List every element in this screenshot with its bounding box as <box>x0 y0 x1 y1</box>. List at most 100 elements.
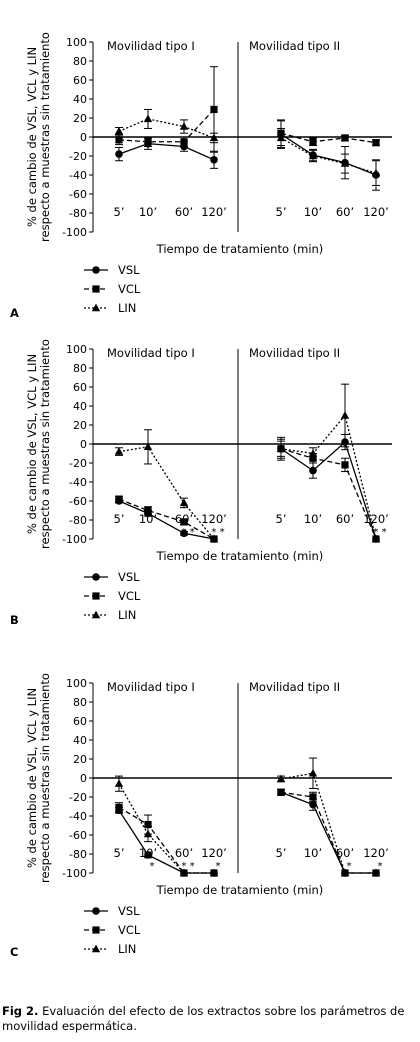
group-title: Movilidad tipo II <box>249 346 340 360</box>
data-point <box>180 138 188 146</box>
data-point <box>114 126 124 135</box>
significance-mark: * <box>378 861 383 872</box>
significance-mark: * <box>216 861 221 872</box>
data-point <box>276 444 286 452</box>
y-tick-label: -100 <box>62 533 87 546</box>
data-point <box>209 868 219 877</box>
y-tick-label: -20 <box>69 457 87 470</box>
y-tick-label: 60 <box>73 715 87 728</box>
series-vsl <box>277 434 380 543</box>
legend-entry-lin: LIN <box>84 942 136 956</box>
panel-label: C <box>10 945 18 959</box>
data-point <box>143 442 153 451</box>
data-point <box>180 529 188 538</box>
legend-marker <box>91 303 101 312</box>
y-tick-label: 20 <box>73 112 87 125</box>
data-point <box>209 534 219 543</box>
y-tick-label: -80 <box>69 514 87 527</box>
y-tick-label: 40 <box>73 734 87 747</box>
data-point <box>308 768 318 777</box>
data-point <box>371 868 381 877</box>
chart-panel-C: 100 80 60 40 20 0 -20 -40 -60 -80 -100 % de cambio … <box>10 673 392 959</box>
y-tick-label: 60 <box>73 381 87 394</box>
data-point <box>308 449 318 457</box>
data-point <box>371 534 381 543</box>
significance-mark: * * <box>373 527 386 538</box>
y-tick-label: 40 <box>73 93 87 106</box>
x-tick-label: 10’ <box>304 205 322 219</box>
series-line <box>280 772 376 874</box>
series-line <box>280 791 376 874</box>
legend-entry-vsl: VSL <box>84 570 140 584</box>
x-tick-label: 5’ <box>114 512 125 526</box>
y-tick-label: 60 <box>73 74 87 87</box>
x-tick-label: 10’ <box>304 846 322 860</box>
data-point <box>179 498 189 507</box>
series-lin <box>114 429 219 543</box>
data-point <box>179 868 189 877</box>
data-point <box>143 829 153 838</box>
series-line <box>118 446 215 540</box>
y-tick-label: 40 <box>73 400 87 413</box>
caption-text: Evaluación del efecto de los extractos s… <box>2 1004 405 1033</box>
data-point <box>115 150 123 158</box>
legend-marker <box>91 944 101 953</box>
series-line <box>118 783 214 874</box>
figure-charts: 100 80 60 40 20 0 -20 -40 -60 -80 -100 % de cambio … <box>10 32 392 959</box>
data-point <box>309 138 317 146</box>
series-vcl <box>115 66 218 153</box>
series-vsl <box>277 119 380 191</box>
legend-label: VSL <box>118 570 140 584</box>
data-point <box>277 788 285 796</box>
y-tick-label: 0 <box>80 131 87 144</box>
legend-label: VCL <box>118 923 141 937</box>
y-tick-label: -20 <box>69 150 87 163</box>
data-point <box>372 139 380 147</box>
data-point <box>309 466 317 475</box>
chart-panel-A: 100 80 60 40 20 0 -20 -40 -60 -80 -100 % de cambio … <box>10 32 392 320</box>
legend-marker <box>92 266 100 274</box>
y-tick-label: -80 <box>69 848 87 861</box>
y-tick-label: -20 <box>69 791 87 804</box>
y-tick-label: -100 <box>62 226 87 239</box>
x-axis-label: Tiempo de tratamiento (min) <box>156 549 324 563</box>
y-tick-label: 0 <box>80 772 87 785</box>
y-tick-label: 100 <box>66 343 87 356</box>
x-tick-label: 5’ <box>114 205 125 219</box>
series-lin <box>114 108 219 144</box>
series-line <box>280 791 376 874</box>
y-tick-label: -60 <box>69 188 87 201</box>
data-point <box>210 156 218 164</box>
x-tick-label: 120’ <box>363 846 389 860</box>
panel-label: A <box>10 306 19 320</box>
y-tick-label: 0 <box>80 438 87 451</box>
legend-label: VSL <box>118 263 140 277</box>
series-line <box>118 142 215 161</box>
y-axis-label: % de cambio de VSL, VCL y LINrespecto a … <box>25 339 52 549</box>
series-line <box>118 806 214 874</box>
series-line <box>280 137 377 174</box>
x-tick-label: 60’ <box>175 205 193 219</box>
data-point <box>340 411 350 419</box>
series-vsl <box>115 137 218 169</box>
group-title: Movilidad tipo I <box>107 680 195 694</box>
data-point <box>180 518 188 526</box>
y-tick-label: -100 <box>62 867 87 880</box>
data-point <box>144 506 152 515</box>
x-tick-label: 120’ <box>201 512 227 526</box>
figure-caption: Fig 2. Evaluación del efecto de los extr… <box>2 1004 418 1034</box>
legend-entry-vsl: VSL <box>84 263 140 277</box>
legend-marker <box>92 285 100 293</box>
legend-label: LIN <box>118 608 136 622</box>
x-tick-label: 120’ <box>201 205 227 219</box>
series-line <box>118 118 215 139</box>
y-tick-label: -40 <box>69 810 87 823</box>
x-tick-label: 120’ <box>201 846 227 860</box>
data-point <box>179 122 189 130</box>
legend-label: VCL <box>118 282 141 296</box>
legend-label: VSL <box>118 904 140 918</box>
data-point <box>309 793 317 801</box>
y-tick-label: 80 <box>73 55 87 68</box>
data-point <box>209 133 219 142</box>
chart-panel-B: 100 80 60 40 20 0 -20 -40 -60 -80 -100 % de cambio … <box>10 339 392 627</box>
